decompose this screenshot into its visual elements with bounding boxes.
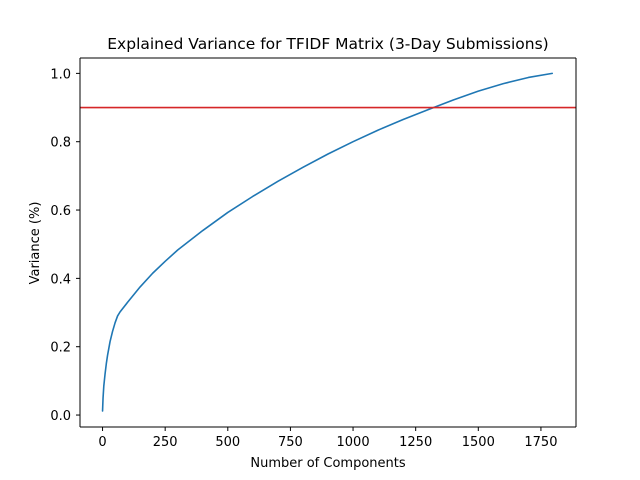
series-layer xyxy=(101,72,553,412)
y-tick-label: 1.0 xyxy=(50,67,71,82)
x-tick-label: 1500 xyxy=(462,435,495,450)
y-tick-label: 0.8 xyxy=(50,136,71,151)
x-tick-label: 500 xyxy=(215,435,240,450)
x-tick-label: 0 xyxy=(98,435,106,450)
plot-area xyxy=(80,58,576,427)
x-axis-label: Number of Components xyxy=(250,456,405,471)
chart-title: Explained Variance for TFIDF Matrix (3-D… xyxy=(107,35,548,53)
axes-layer xyxy=(79,57,577,428)
plot-background xyxy=(80,58,576,427)
x-axis-ticks: 0 250 500 750 1000 1250 1500 1750 xyxy=(98,427,557,450)
x-tick-label: 250 xyxy=(153,435,178,450)
y-tick-label: 0.6 xyxy=(50,204,71,219)
x-tick-label: 1750 xyxy=(524,435,557,450)
explained-variance-line xyxy=(101,72,553,412)
y-tick-label: 0.2 xyxy=(50,341,71,356)
x-tick-label: 1000 xyxy=(337,435,370,450)
y-tick-label: 0.4 xyxy=(50,272,71,287)
y-axis-label: Variance (%) xyxy=(28,202,43,285)
x-tick-label: 1250 xyxy=(399,435,432,450)
y-tick-label: 0.0 xyxy=(50,409,71,424)
y-axis-ticks: 0.0 0.2 0.4 0.6 0.8 1.0 xyxy=(50,67,80,424)
x-tick-label: 750 xyxy=(278,435,303,450)
